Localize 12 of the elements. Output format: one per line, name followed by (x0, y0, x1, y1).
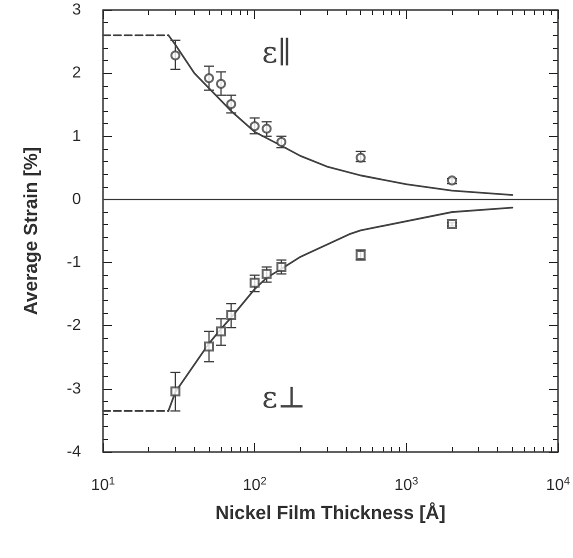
y-tick-label: -2 (66, 317, 82, 334)
x-axis-title: Nickel Film Thickness [Å] (215, 502, 446, 524)
annotation: ε∥ (262, 36, 292, 70)
y-axis-title: Average Strain [%] (21, 146, 42, 316)
y-tick-label: 1 (72, 128, 82, 145)
y-tick-label: 2 (72, 64, 82, 82)
y-tick-label: 3 (72, 2, 82, 18)
annotation: ε⊥ (262, 380, 306, 416)
y-tick-label: -3 (66, 380, 82, 398)
y-tick-label: -1 (66, 254, 82, 272)
y-tick-label: -4 (66, 444, 82, 460)
y-tick-label: 0 (72, 190, 82, 208)
